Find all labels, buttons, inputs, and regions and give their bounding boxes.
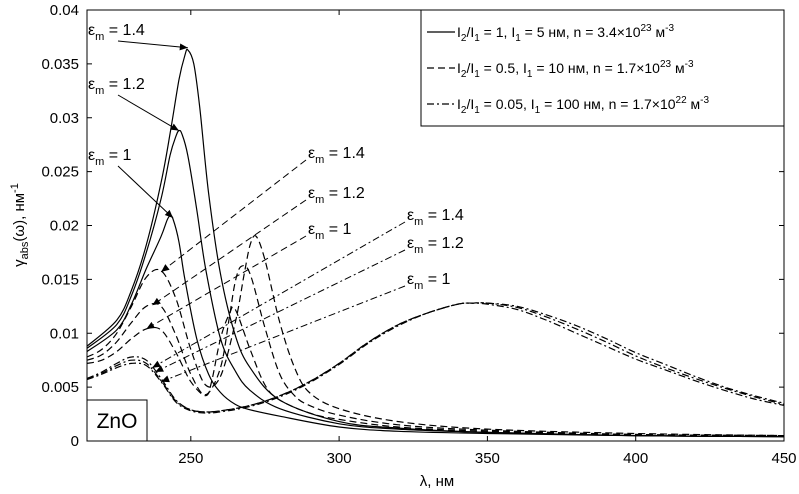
annotation-label: εm = 1.4: [407, 207, 464, 228]
annotation-arrow-line: [117, 40, 188, 49]
series-line-dashed-eps-1: [87, 306, 784, 437]
annotation-arrow-line: [160, 285, 406, 383]
curves-layer: [87, 48, 784, 438]
legend-entry: I2/I1 = 1, I1 = 5 нм, n = 3.4×1023 м-3: [457, 23, 674, 44]
annotation-arrow-line: [160, 159, 307, 273]
annotation-arrow-line: [117, 165, 174, 219]
y-tick-label: 0.04: [50, 2, 79, 19]
y-tick-label: 0.035: [41, 56, 79, 73]
annotation-arrowhead: [170, 123, 179, 131]
annotation-arrowhead: [152, 360, 161, 368]
y-tick-label: 0.03: [50, 110, 79, 127]
annotation-arrowhead: [179, 43, 188, 51]
x-tick-label: 250: [178, 450, 203, 467]
y-tick-label: 0.025: [41, 164, 79, 181]
legend: I2/I1 = 1, I1 = 5 нм, n = 3.4×1023 м-3 I2…: [420, 9, 785, 127]
annotation-arrowhead: [152, 297, 161, 306]
y-axis-label: γabs(ω), нм-1: [9, 183, 31, 267]
axis-ticks: 250 300 350 400 450 0 0.005 0.01 0.015 0.02 0.025 0…: [41, 2, 796, 467]
legend-box: [420, 9, 785, 127]
series-line-dashdot-eps-1.4: [87, 302, 784, 413]
annotation-arrowhead: [155, 365, 164, 373]
y-tick-label: 0: [71, 433, 79, 450]
x-axis-label: λ, нм: [420, 473, 454, 490]
y-tick-label: 0.005: [41, 379, 79, 396]
x-tick-label: 350: [475, 450, 500, 467]
series-line-solid-eps-1.2: [87, 129, 784, 438]
annotation-label: εm = 1.2: [88, 76, 145, 97]
annotation-arrow-line: [117, 94, 180, 132]
x-tick-label: 300: [327, 450, 352, 467]
y-tick-label: 0.015: [41, 271, 79, 288]
annotation-arrow-line: [146, 235, 307, 330]
material-label-box: ZnO: [86, 399, 148, 442]
annotation-arrowhead: [164, 209, 174, 218]
x-tick-label: 400: [623, 450, 648, 467]
annotation-arrow-line: [154, 249, 406, 373]
legend-entry: I2/I1 = 0.5, I1 = 10 нм, n = 1.7×1023 м-…: [457, 59, 694, 80]
annotation-arrow-line: [152, 221, 406, 369]
annotation-arrowhead: [146, 321, 155, 329]
annotation-arrowhead: [161, 264, 170, 272]
series-line-dashdot-eps-1: [87, 302, 784, 414]
legend-entry: I2/I1 = 0.05, I1 = 100 нм, n = 1.7×1022 …: [457, 95, 710, 116]
series-line-dashed-eps-1.4: [87, 235, 784, 437]
y-tick-label: 0.01: [50, 325, 79, 342]
material-label: ZnO: [97, 410, 138, 433]
annotation-arrow-line: [151, 199, 307, 306]
x-tick-label: 450: [771, 450, 796, 467]
series-line-dashed-eps-1.2: [87, 264, 784, 437]
series-line-solid-eps-1: [87, 214, 784, 438]
y-tick-label: 0.02: [50, 218, 79, 235]
annotation-arrowhead: [161, 375, 170, 383]
